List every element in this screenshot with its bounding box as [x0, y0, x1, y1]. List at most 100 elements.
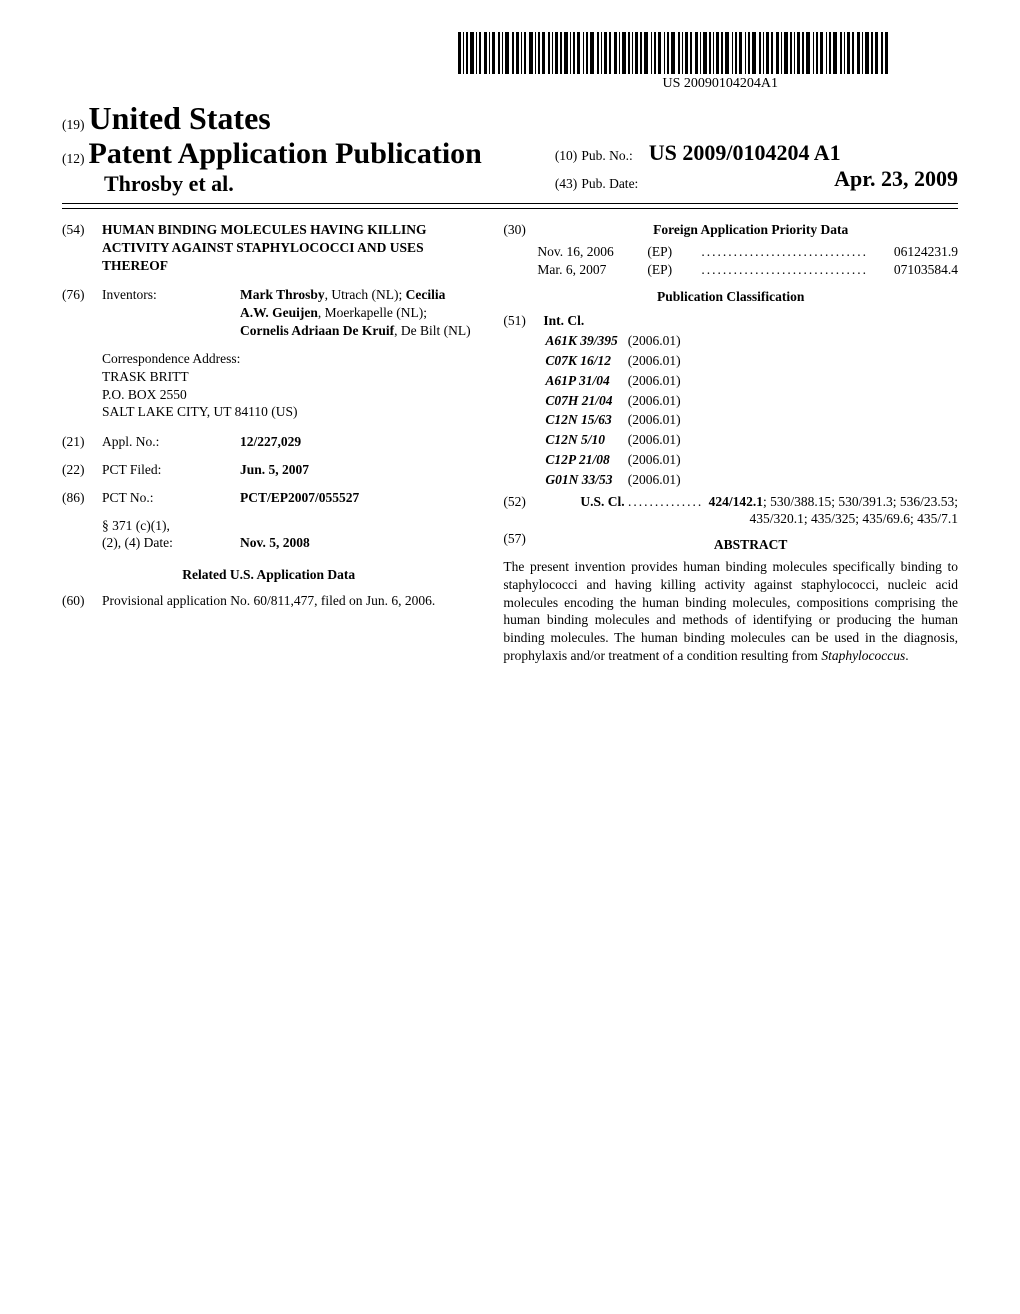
pubno-code: (10) — [555, 148, 578, 163]
pubdate: Apr. 23, 2009 — [834, 166, 958, 192]
corr-line2: P.O. BOX 2550 — [102, 386, 475, 404]
corr-label: Correspondence Address: — [102, 350, 475, 368]
inventors-code: (76) — [62, 286, 102, 339]
pubdate-label: Pub. Date: — [581, 176, 638, 192]
pubdate-code: (43) — [555, 176, 578, 192]
prov-code: (60) — [62, 592, 102, 610]
pct-filed-code: (22) — [62, 461, 102, 479]
rule-2 — [62, 208, 958, 209]
left-column: (54) HUMAN BINDING MOLECULES HAVING KILL… — [62, 221, 475, 665]
field-title: (54) HUMAN BINDING MOLECULES HAVING KILL… — [62, 221, 475, 274]
intcl-row: A61P 31/04(2006.01) — [545, 372, 688, 390]
inventors-label: Inventors: — [102, 286, 240, 339]
columns: (54) HUMAN BINDING MOLECULES HAVING KILL… — [62, 221, 958, 665]
inventor-3-loc: , De Bilt (NL) — [394, 323, 471, 338]
correspondence-address: Correspondence Address: TRASK BRITT P.O.… — [102, 350, 475, 421]
pct-filed: Jun. 5, 2007 — [240, 462, 309, 477]
intcl-version: (2006.01) — [628, 411, 689, 429]
intcl-version: (2006.01) — [628, 431, 689, 449]
intcl-row: C12P 21/08(2006.01) — [545, 451, 688, 469]
foreign-num: 07103584.4 — [868, 261, 958, 279]
intcl-row: A61K 39/395(2006.01) — [545, 332, 688, 350]
intcl-symbol: C12P 21/08 — [545, 451, 625, 469]
s371-label2: (2), (4) Date: — [102, 534, 240, 552]
corr-line3: SALT LAKE CITY, UT 84110 (US) — [102, 403, 475, 421]
s371-label-block: § 371 (c)(1), (2), (4) Date: — [102, 517, 240, 553]
intcl-label: Int. Cl. — [543, 313, 584, 328]
intcl-symbol: C07K 16/12 — [545, 352, 625, 370]
field-foreign: (30) Foreign Application Priority Data — [503, 221, 958, 239]
applno-code: (21) — [62, 433, 102, 451]
field-intcl: (51) Int. Cl. A61K 39/395(2006.01) C07K 1… — [503, 312, 958, 490]
country: United States — [89, 100, 271, 136]
pctno: PCT/EP2007/055527 — [240, 490, 359, 505]
intcl-symbol: C07H 21/04 — [545, 392, 625, 410]
pctno-label: PCT No.: — [102, 489, 240, 507]
prov-text: Provisional application No. 60/811,477, … — [102, 592, 475, 610]
intcl-row: C12N 5/10(2006.01) — [545, 431, 688, 449]
intcl-code: (51) — [503, 312, 543, 490]
barcode-label: US 20090104204A1 — [662, 76, 778, 92]
field-uscl: (52) U.S. Cl. .............. 424/142.1; … — [503, 493, 958, 529]
inventor-1-loc: , Utrach (NL); — [325, 287, 406, 302]
invention-title: HUMAN BINDING MOLECULES HAVING KILLING A… — [102, 221, 475, 274]
intcl-version: (2006.01) — [628, 352, 689, 370]
dots-icon: ............................... — [701, 243, 868, 261]
field-s371: § 371 (c)(1), (2), (4) Date: Nov. 5, 200… — [62, 517, 475, 553]
authors: Throsby et al. — [104, 171, 555, 197]
foreign-row: Mar. 6, 2007(EP)........................… — [537, 261, 958, 279]
uscl-value: U.S. Cl. .............. 424/142.1; 530/3… — [543, 493, 958, 529]
foreign-row: Nov. 16, 2006(EP).......................… — [537, 243, 958, 261]
dots-icon: .............. — [628, 494, 709, 509]
header-left: (19) United States (12) Patent Applicati… — [62, 100, 555, 197]
uscl-code: (52) — [503, 493, 543, 529]
s371-date: Nov. 5, 2008 — [240, 535, 310, 550]
foreign-cc: (EP) — [647, 243, 701, 261]
pct-filed-label: PCT Filed: — [102, 461, 240, 479]
field-provisional: (60) Provisional application No. 60/811,… — [62, 592, 475, 610]
foreign-code: (30) — [503, 221, 543, 239]
doc-code: (12) — [62, 151, 85, 166]
foreign-num: 06124231.9 — [868, 243, 958, 261]
intcl-row: C12N 15/63(2006.01) — [545, 411, 688, 429]
title-code: (54) — [62, 221, 102, 274]
foreign-rows: Nov. 16, 2006(EP).......................… — [537, 243, 958, 279]
field-inventors: (76) Inventors: Mark Throsby, Utrach (NL… — [62, 286, 475, 339]
field-applno: (21) Appl. No.: 12/227,029 — [62, 433, 475, 451]
foreign-date: Nov. 16, 2006 — [537, 243, 647, 261]
intcl-version: (2006.01) — [628, 392, 689, 410]
barcode-icon — [458, 28, 888, 78]
applno-label: Appl. No.: — [102, 433, 240, 451]
applno: 12/227,029 — [240, 434, 301, 449]
dots-icon: ............................... — [701, 261, 868, 279]
intcl-table: A61K 39/395(2006.01)C07K 16/12(2006.01)A… — [543, 330, 690, 491]
abstract-body: The present invention provides human bin… — [503, 558, 958, 665]
inventor-1-name: Mark Throsby — [240, 287, 325, 302]
foreign-date: Mar. 6, 2007 — [537, 261, 647, 279]
corr-line1: TRASK BRITT — [102, 368, 475, 386]
abstract-text-2: . — [905, 648, 908, 663]
intcl-row: C07H 21/04(2006.01) — [545, 392, 688, 410]
foreign-head: Foreign Application Priority Data — [543, 221, 958, 239]
pctno-code: (86) — [62, 489, 102, 507]
s371-label1: § 371 (c)(1), — [102, 517, 240, 535]
intcl-version: (2006.01) — [628, 332, 689, 350]
field-abstract-head: (57) ABSTRACT — [503, 530, 958, 558]
field-pct-filed: (22) PCT Filed: Jun. 5, 2007 — [62, 461, 475, 479]
related-head: Related U.S. Application Data — [62, 566, 475, 584]
header-right: (10) Pub. No.: US 2009/0104204 A1 (43) P… — [555, 100, 958, 192]
field-pctno: (86) PCT No.: PCT/EP2007/055527 — [62, 489, 475, 507]
pubno-label: Pub. No.: — [581, 148, 632, 163]
abstract-code: (57) — [503, 530, 543, 558]
intcl-version: (2006.01) — [628, 451, 689, 469]
intcl-version: (2006.01) — [628, 372, 689, 390]
inventors-list: Mark Throsby, Utrach (NL); Cecilia A.W. … — [240, 286, 475, 339]
uscl-lead: 424/142.1 — [709, 494, 763, 509]
intcl-row: C07K 16/12(2006.01) — [545, 352, 688, 370]
rule-1 — [62, 203, 958, 204]
intcl-symbol: G01N 33/53 — [545, 471, 625, 489]
s371-spacer — [62, 517, 102, 553]
pubclass-head: Publication Classification — [503, 288, 958, 306]
intcl-symbol: C12N 15/63 — [545, 411, 625, 429]
kicker-code: (19) — [62, 117, 85, 132]
